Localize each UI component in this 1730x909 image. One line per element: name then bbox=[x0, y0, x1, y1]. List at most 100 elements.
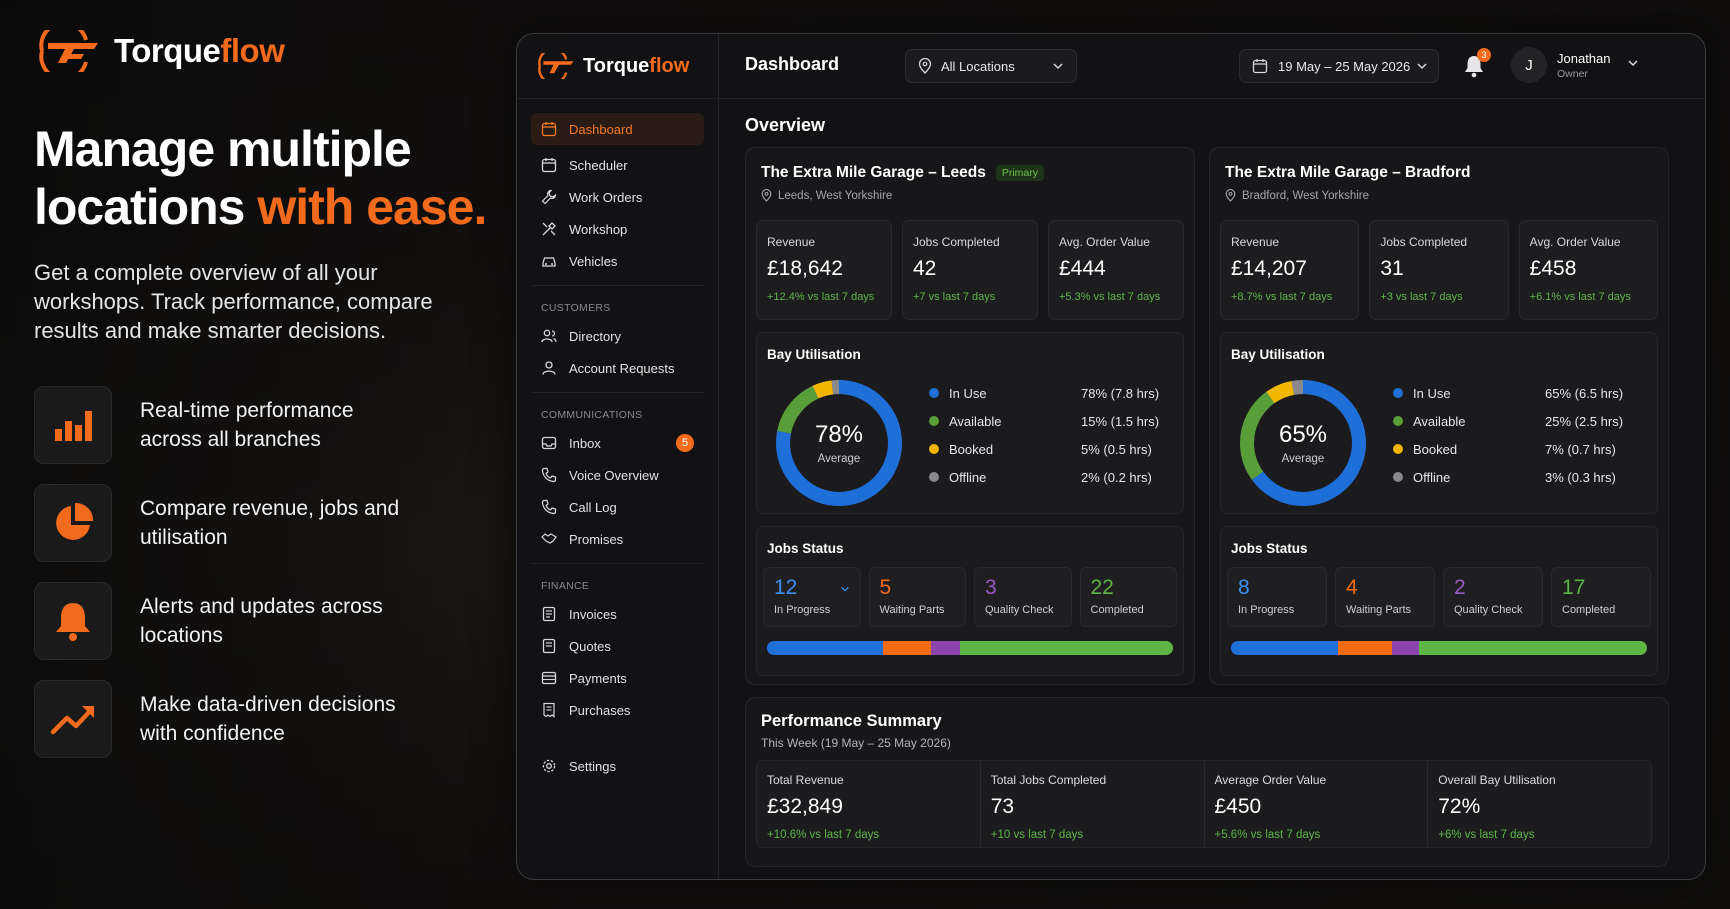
performance-subtitle: This Week (19 May – 25 May 2026) bbox=[761, 736, 951, 750]
legend-dot bbox=[1393, 472, 1403, 482]
sidebar-item-workshop[interactable]: Workshop bbox=[531, 213, 704, 245]
metric-label: Revenue bbox=[1231, 235, 1280, 249]
job-label: Quality Check bbox=[985, 604, 1054, 616]
sidebar-nav: Dashboard Scheduler Work Orders Workshop… bbox=[517, 99, 718, 782]
notifications-button[interactable]: 3 bbox=[1463, 48, 1491, 78]
calendar-icon bbox=[541, 158, 557, 173]
metric-value: £458 bbox=[1529, 257, 1577, 280]
legend-value: 25% (2.5 hrs) bbox=[1545, 413, 1624, 429]
sidebar-item-label: Voice Overview bbox=[569, 467, 659, 483]
legend-dot bbox=[929, 416, 939, 426]
job-label: Completed bbox=[1090, 604, 1144, 616]
sidebar-item-payments[interactable]: Payments bbox=[531, 662, 704, 694]
performance-title: Performance Summary bbox=[761, 712, 942, 730]
sidebar-item-call-log[interactable]: Call Log bbox=[531, 491, 704, 523]
wrench-icon bbox=[541, 189, 557, 205]
sidebar-item-label: Invoices bbox=[569, 606, 617, 622]
location-select[interactable]: All Locations bbox=[905, 49, 1077, 83]
sidebar-item-account-requests[interactable]: Account Requests bbox=[531, 352, 704, 384]
phone-icon bbox=[541, 467, 557, 483]
job-count: 2 bbox=[1454, 576, 1466, 599]
bay-title: Bay Utilisation bbox=[1231, 347, 1325, 362]
job-status-quality-check[interactable]: 3 Quality Check bbox=[974, 567, 1072, 627]
pie-chart-icon bbox=[34, 484, 112, 562]
topbar: Dashboard All Locations 19 May – 25 May … bbox=[719, 34, 1705, 99]
sidebar-item-scheduler[interactable]: Scheduler bbox=[531, 149, 704, 181]
jobs-bar-segment-waiting-parts bbox=[1338, 641, 1393, 655]
job-status-quality-check[interactable]: 2 Quality Check bbox=[1443, 567, 1543, 627]
location-pin-icon bbox=[1225, 189, 1236, 202]
performance-metric: Total Jobs Completed 73 +10 vs last 7 da… bbox=[981, 761, 1205, 847]
sidebar-item-label: Work Orders bbox=[569, 189, 643, 205]
user-menu[interactable]: J Jonathan Owner bbox=[1511, 47, 1701, 85]
sidebar-item-invoices[interactable]: Invoices bbox=[531, 598, 704, 630]
legend-row: Booked 7% (0.7 hrs) bbox=[1393, 435, 1633, 463]
legend-name: Booked bbox=[1413, 441, 1458, 457]
chevron-down-icon bbox=[1053, 63, 1063, 70]
performance-metric: Average Order Value £450 +5.6% vs last 7… bbox=[1205, 761, 1429, 847]
sidebar-item-voice-overview[interactable]: Voice Overview bbox=[531, 459, 704, 491]
job-status-in-progress[interactable]: 12 In Progress bbox=[763, 567, 861, 627]
legend-name: Offline bbox=[1413, 469, 1451, 485]
sidebar-item-promises[interactable]: Promises bbox=[531, 523, 704, 555]
legend-dot bbox=[929, 388, 939, 398]
sidebar-item-purchases[interactable]: Purchases bbox=[531, 694, 704, 726]
legend-name: In Use bbox=[1413, 385, 1451, 401]
job-count: 22 bbox=[1090, 576, 1114, 599]
sidebar-item-work-orders[interactable]: Work Orders bbox=[531, 181, 704, 213]
sidebar-item-settings[interactable]: Settings bbox=[531, 750, 704, 782]
torqueflow-logo-icon bbox=[39, 30, 98, 72]
jobs-status-bar bbox=[767, 641, 1173, 655]
job-count: 8 bbox=[1238, 576, 1250, 599]
torqueflow-logo-icon bbox=[538, 53, 574, 79]
job-status-in-progress[interactable]: 8 In Progress bbox=[1227, 567, 1327, 627]
card-icon bbox=[541, 671, 557, 685]
feature-text: Real-time performance across all branche… bbox=[140, 399, 354, 451]
sidebar-item-label: Workshop bbox=[569, 221, 628, 237]
legend-row: Offline 2% (0.2 hrs) bbox=[929, 463, 1169, 491]
user-icon bbox=[542, 361, 556, 375]
user-role: Owner bbox=[1557, 68, 1588, 80]
sidebar-brand-name: Torqueflow bbox=[583, 54, 690, 77]
tools-icon bbox=[542, 222, 556, 236]
date-range-value: 19 May – 25 May 2026 bbox=[1278, 58, 1411, 74]
date-range-select[interactable]: 19 May – 25 May 2026 bbox=[1239, 49, 1439, 83]
hero-subtext: Get a complete overview of all your work… bbox=[34, 260, 433, 343]
legend-name: Offline bbox=[949, 469, 987, 485]
car-icon bbox=[542, 257, 556, 267]
location-card-leeds: The Extra Mile Garage – Leeds Primary Le… bbox=[745, 147, 1195, 685]
handshake-icon bbox=[541, 533, 557, 544]
trend-up-icon bbox=[34, 680, 112, 758]
sidebar-item-inbox[interactable]: Inbox 5 bbox=[531, 427, 704, 459]
legend-dot bbox=[1393, 444, 1403, 454]
metric-cards: Revenue £14,207 +8.7% vs last 7 days Job… bbox=[1220, 220, 1658, 320]
location-select-value: All Locations bbox=[941, 58, 1015, 74]
bay-average-pct: 78% bbox=[814, 421, 864, 448]
job-status-completed[interactable]: 22 Completed bbox=[1079, 567, 1177, 627]
location-pin-icon bbox=[918, 58, 932, 74]
performance-value: £32,849 bbox=[767, 795, 843, 818]
job-status-waiting-parts[interactable]: 5 Waiting Parts bbox=[868, 567, 966, 627]
feature-text: Compare revenue, jobs and utilisation bbox=[140, 497, 400, 549]
metric-card: Revenue £18,642 +12.4% vs last 7 days bbox=[756, 220, 892, 320]
donut-segment-offline bbox=[1240, 380, 1366, 506]
legend-row: Booked 5% (0.5 hrs) bbox=[929, 435, 1169, 463]
job-status-waiting-parts[interactable]: 4 Waiting Parts bbox=[1335, 567, 1435, 627]
sidebar-item-label: Dashboard bbox=[569, 121, 633, 137]
sidebar-item-label: Quotes bbox=[569, 638, 611, 654]
metric-value: £18,642 bbox=[767, 257, 843, 280]
legend-value: 3% (0.3 hrs) bbox=[1545, 469, 1616, 485]
jobs-title: Jobs Status bbox=[767, 541, 844, 556]
sidebar-item-directory[interactable]: Directory bbox=[531, 320, 704, 352]
metric-label: Jobs Completed bbox=[913, 235, 1000, 249]
metric-value: £444 bbox=[1059, 257, 1106, 280]
sidebar-item-quotes[interactable]: Quotes bbox=[531, 630, 704, 662]
sidebar-item-vehicles[interactable]: Vehicles bbox=[531, 245, 704, 277]
jobs-bar-segment-completed bbox=[960, 641, 1173, 655]
legend-value: 5% (0.5 hrs) bbox=[1081, 441, 1152, 457]
performance-metric: Total Revenue £32,849 +10.6% vs last 7 d… bbox=[757, 761, 981, 847]
jobs-bar-segment-in-progress bbox=[1231, 641, 1339, 655]
jobs-bar-segment-quality-check bbox=[931, 641, 961, 655]
sidebar-item-dashboard[interactable]: Dashboard bbox=[531, 113, 704, 145]
job-status-completed[interactable]: 17 Completed bbox=[1551, 567, 1651, 627]
